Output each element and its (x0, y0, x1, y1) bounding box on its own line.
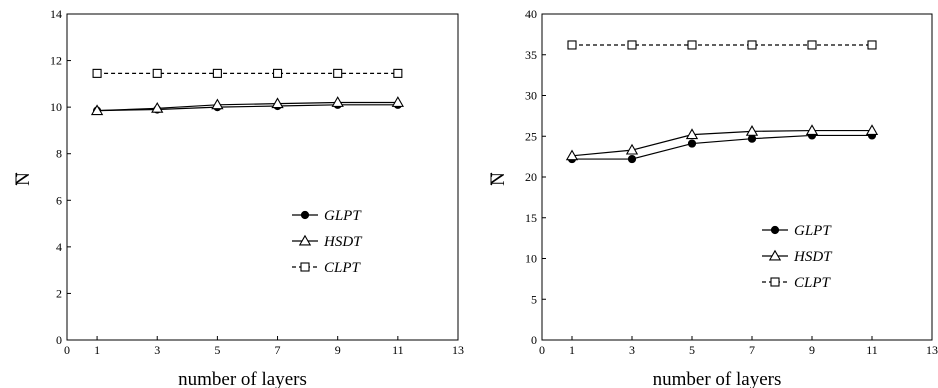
y-axis-label: N (13, 172, 34, 186)
legend-label-hsdt: HSDT (793, 249, 833, 265)
data-point-hsdt (685, 128, 699, 140)
y-tick-label: 15 (525, 211, 537, 225)
data-point-clpt (212, 68, 222, 78)
data-point-clpt (567, 40, 577, 50)
x-tick-label: 3 (154, 343, 160, 357)
data-point-hsdt (211, 98, 224, 110)
x-tick-label: 9 (335, 343, 341, 357)
x-tick-label: 0 (539, 343, 545, 357)
data-point-glpt (687, 139, 697, 148)
y-tick-label: 2 (56, 286, 62, 300)
x-tick-label: 0 (64, 343, 70, 357)
data-point-clpt (747, 40, 757, 50)
series-line-hsdt (571, 129, 872, 157)
y-tick-label: 6 (56, 193, 62, 207)
x-tick-label: 11 (866, 343, 878, 357)
y-tick-label: 14 (50, 7, 62, 21)
x-tick-label: 11 (392, 343, 404, 357)
legend-marker-clpt (770, 277, 780, 287)
series-line-glpt (97, 104, 398, 112)
y-axis-label: N (488, 172, 509, 186)
data-point-clpt (867, 40, 877, 50)
legend-label-clpt: CLPT (324, 260, 362, 276)
data-point-hsdt (391, 96, 404, 107)
y-tick-label: 5 (531, 292, 537, 306)
legend: GLPT HSDT CLPT (292, 208, 363, 276)
y-tick-label: 0 (531, 333, 537, 347)
x-tick-label: 9 (809, 343, 815, 357)
data-point-clpt (807, 40, 817, 50)
data-point-clpt (687, 40, 697, 50)
legend-marker-clpt (300, 262, 310, 272)
legend-marker-hsdt (768, 249, 782, 261)
series-line-hsdt (97, 101, 398, 112)
data-point-hsdt (151, 101, 164, 113)
data-point-clpt (272, 68, 283, 78)
data-point-hsdt (90, 104, 104, 116)
legend-marker-hsdt (298, 234, 312, 246)
x-tick-label: 13 (452, 343, 464, 357)
y-tick-label: 10 (50, 100, 62, 114)
data-point-glpt (627, 154, 637, 164)
legend: GLPT HSDT CLPT (762, 223, 833, 291)
data-point-hsdt (271, 97, 284, 109)
legend-marker-glpt (300, 210, 310, 220)
legend-label-glpt: GLPT (324, 208, 362, 224)
data-point-hsdt (565, 149, 579, 161)
y-tick-label: 20 (525, 170, 537, 184)
y-tick-label: 25 (525, 129, 537, 143)
y-tick-label: 10 (525, 252, 537, 266)
data-point-clpt (333, 68, 343, 78)
data-point-hsdt (865, 124, 879, 135)
data-point-hsdt (625, 143, 639, 155)
data-point-clpt (92, 68, 102, 78)
x-tick-label: 5 (214, 343, 220, 357)
data-point-hsdt (331, 96, 344, 107)
y-tick-label: 4 (56, 240, 62, 254)
data-point-hsdt (805, 124, 819, 135)
series-line-glpt (572, 134, 872, 160)
data-point-clpt (152, 68, 162, 78)
x-tick-label: 1 (569, 343, 575, 357)
data-point-hsdt (745, 125, 759, 136)
x-tick-label: 1 (94, 343, 100, 357)
legend-label-clpt: CLPT (794, 275, 832, 291)
y-tick-label: 35 (525, 48, 537, 62)
x-tick-label: 13 (926, 343, 938, 357)
legend-label-glpt: GLPT (794, 223, 832, 239)
y-tick-label: 12 (50, 54, 62, 68)
x-tick-label: 7 (749, 343, 755, 357)
plot-area (66, 13, 459, 341)
x-tick-label: 7 (275, 343, 281, 357)
y-tick-label: 40 (525, 7, 537, 21)
x-axis-label: number of layers (653, 369, 782, 388)
legend-label-hsdt: HSDT (323, 234, 363, 250)
y-tick-label: 30 (525, 89, 537, 103)
data-point-glpt (747, 134, 757, 143)
plot-area (541, 13, 933, 341)
x-tick-label: 5 (689, 343, 695, 357)
y-tick-label: 8 (56, 147, 62, 161)
data-point-clpt (393, 68, 403, 78)
y-tick-label: 0 (56, 333, 62, 347)
x-tick-label: 3 (629, 343, 635, 357)
data-point-clpt (627, 40, 637, 50)
legend-marker-glpt (770, 225, 780, 235)
x-axis-label: number of layers (178, 369, 307, 388)
